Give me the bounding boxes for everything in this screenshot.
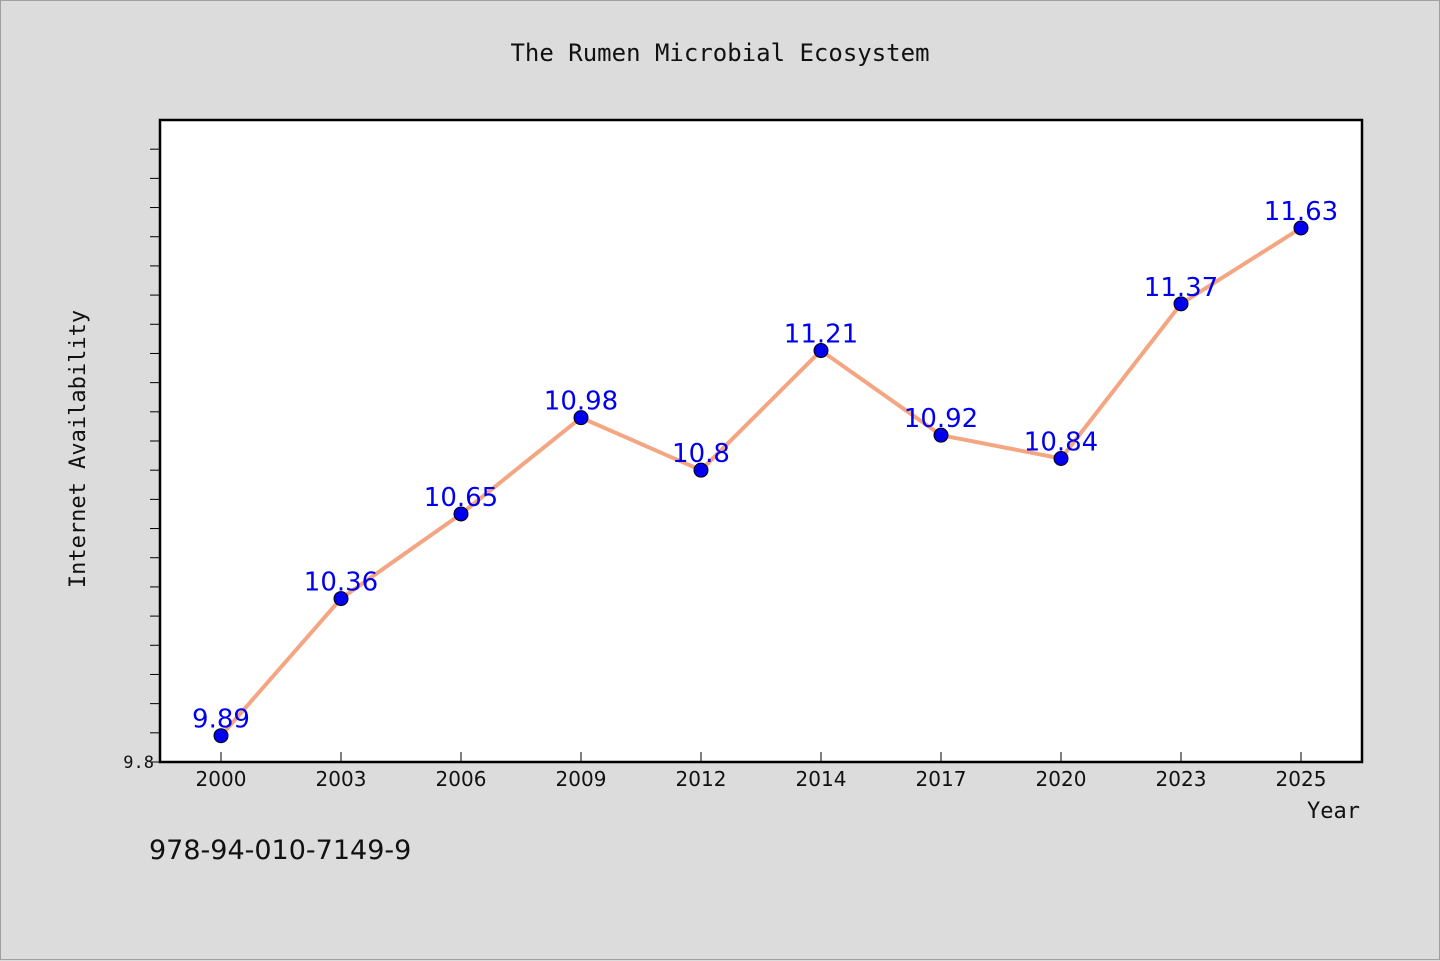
data-point bbox=[1293, 220, 1309, 236]
data-labels: 9.89 10.36 10.65 10.98 10.8 11.21 10.92 10.84 11… bbox=[192, 197, 1338, 735]
data-point bbox=[933, 427, 949, 443]
series-layer bbox=[213, 220, 1309, 744]
data-label: 10.98 bbox=[544, 387, 618, 417]
y-axis-ticks: 9.8 bbox=[123, 148, 160, 773]
series-line bbox=[219, 226, 1303, 738]
x-tick-label: 2023 bbox=[1156, 767, 1207, 791]
data-label: 10.84 bbox=[1024, 428, 1098, 458]
plot-area bbox=[158, 118, 1364, 764]
x-tick-label: 2003 bbox=[316, 767, 367, 791]
x-tick-label: 2012 bbox=[676, 767, 727, 791]
x-tick-label: 2020 bbox=[1036, 767, 1087, 791]
data-label: 11.37 bbox=[1144, 273, 1218, 303]
x-tick-label: 2009 bbox=[556, 767, 607, 791]
x-tick-label: 2000 bbox=[196, 767, 247, 791]
y-axis-label: Internet Availability bbox=[66, 310, 91, 588]
footer-code: 978-94-010-7149-9 bbox=[149, 835, 412, 866]
y-tick-label: 9.8 bbox=[123, 753, 154, 773]
data-point bbox=[333, 591, 349, 607]
x-tick-label: 2014 bbox=[796, 767, 847, 791]
x-tick-label: 2006 bbox=[436, 767, 487, 791]
data-point bbox=[213, 728, 229, 744]
data-label: 10.65 bbox=[424, 483, 498, 513]
data-label: 10.92 bbox=[904, 404, 978, 434]
x-tick-label: 2025 bbox=[1276, 767, 1327, 791]
data-point bbox=[813, 343, 829, 359]
x-tick-label: 2017 bbox=[916, 767, 967, 791]
data-point bbox=[1053, 451, 1069, 467]
data-point bbox=[693, 462, 709, 478]
x-axis-label: Year bbox=[1307, 799, 1360, 824]
data-label: 10.8 bbox=[672, 439, 730, 469]
data-point bbox=[1173, 296, 1189, 312]
data-label: 10.36 bbox=[304, 568, 378, 598]
x-axis-ticks: 2000 2003 2006 2009 2012 2014 2017 2020 2023 2025 bbox=[196, 752, 1327, 791]
data-point bbox=[573, 410, 589, 426]
data-label: 9.89 bbox=[192, 705, 250, 735]
data-label: 11.21 bbox=[784, 320, 858, 350]
data-point bbox=[453, 506, 469, 522]
chart-title: The Rumen Microbial Ecosystem bbox=[510, 39, 929, 67]
data-label: 11.63 bbox=[1264, 197, 1338, 227]
